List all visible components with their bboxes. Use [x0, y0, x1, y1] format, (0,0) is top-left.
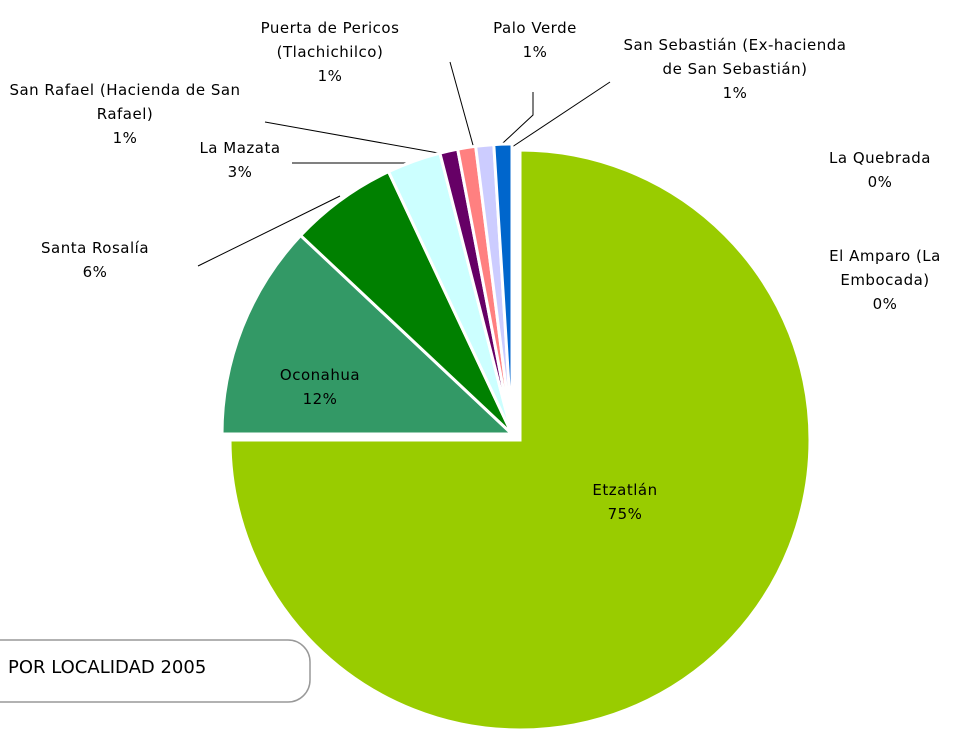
slice-label: La Quebrada 0% [805, 146, 955, 194]
category-label: La Mazata [199, 139, 281, 157]
slice-label: San Rafael (Hacienda de San Rafael) 1% [0, 78, 250, 150]
category-label: San Sebastián (Ex-hacienda de San Sebast… [623, 36, 847, 78]
pie-slice [228, 148, 812, 732]
category-label: Palo Verde [493, 19, 577, 37]
slice-label: Santa Rosalía 6% [0, 236, 190, 284]
slice-label: San Sebastián (Ex-hacienda de San Sebast… [620, 33, 850, 105]
leader-line [449, 61, 477, 157]
leader-line [489, 92, 534, 156]
value-label: 75% [607, 505, 643, 523]
category-label: El Amparo (La Embocada) [829, 247, 941, 289]
slice-label: Palo Verde 1% [470, 16, 600, 64]
category-label: Etzatlán [592, 481, 658, 499]
slice-label: Etzatlán 75% [545, 478, 705, 526]
category-label: Oconahua [279, 366, 361, 384]
leader-lines [197, 61, 611, 267]
category-label: Puerta de Pericos (Tlachichilco) [260, 19, 400, 61]
value-label: 1% [722, 84, 748, 102]
pie-slice [220, 233, 516, 436]
category-label: La Quebrada [829, 149, 931, 167]
value-label: 0% [867, 173, 893, 191]
slice-label: Oconahua 12% [240, 363, 400, 411]
value-label: 6% [82, 263, 108, 281]
value-label: 1% [112, 129, 138, 147]
value-label: 3% [227, 163, 253, 181]
title-box [0, 639, 311, 703]
category-label: Santa Rosalía [40, 239, 150, 257]
leader-line [499, 81, 611, 156]
leader-line [264, 121, 456, 157]
chart-title: POR LOCALIDAD 2005 [8, 657, 207, 678]
slice-label: El Amparo (La Embocada) 0% [810, 244, 960, 316]
value-label: 0% [872, 295, 898, 313]
slice-label: Puerta de Pericos (Tlachichilco) 1% [220, 16, 440, 88]
slice-label: La Mazata 3% [170, 136, 310, 184]
leader-line [197, 195, 341, 267]
category-label: San Rafael (Hacienda de San Rafael) [9, 81, 241, 123]
value-label: 1% [317, 67, 343, 85]
value-label: 1% [522, 43, 548, 61]
value-label: 12% [302, 390, 338, 408]
